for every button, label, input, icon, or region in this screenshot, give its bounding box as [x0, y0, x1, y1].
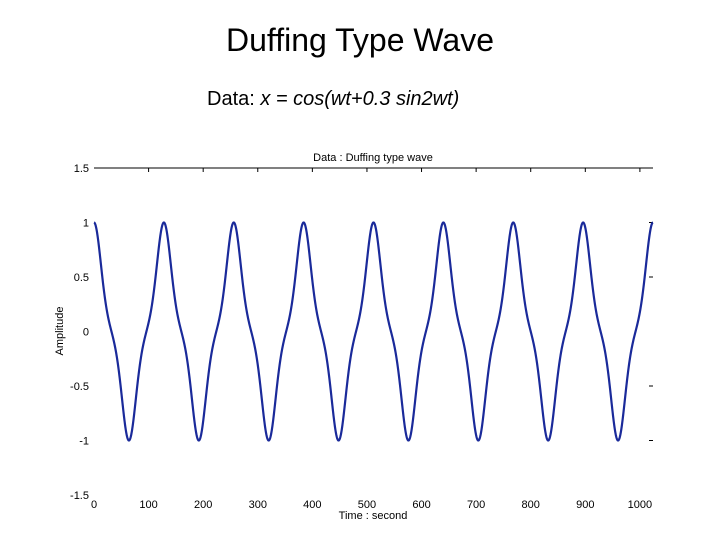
- y-tick-label: 0: [83, 327, 89, 339]
- subtitle-formula: x = cos(wt+0.3 sin2wt): [260, 88, 460, 110]
- x-tick-label: 0: [91, 499, 97, 511]
- subtitle-prefix: Data:: [207, 88, 261, 110]
- plot-title: Data : Duffing type wave: [313, 152, 433, 164]
- slide-subtitle: Data: x = cos(wt+0.3 sin2wt): [207, 88, 459, 111]
- y-tick-label: -1.5: [70, 490, 89, 502]
- x-axis-ticks: 0 100 200 300 400 500 600 700 800 900 1000: [91, 168, 652, 511]
- series-group: [93, 221, 654, 442]
- x-tick-label: 900: [576, 499, 594, 511]
- y-tick-label: 1.5: [74, 163, 89, 175]
- x-tick-label: 700: [467, 499, 485, 511]
- x-tick-label: 200: [194, 499, 212, 511]
- x-tick-label: 400: [303, 499, 321, 511]
- x-tick-label: 500: [358, 499, 376, 511]
- y-axis-label: Amplitude: [54, 307, 66, 356]
- series-line: [93, 221, 654, 442]
- y-tick-label: -1: [79, 436, 89, 448]
- x-tick-label: 600: [412, 499, 430, 511]
- x-tick-label: 1000: [628, 499, 652, 511]
- x-tick-label: 300: [249, 499, 267, 511]
- slide-title: Duffing Type Wave: [226, 22, 494, 58]
- y-tick-label: 0.5: [74, 272, 89, 284]
- y-tick-label: 1: [83, 218, 89, 230]
- x-tick-label: 800: [522, 499, 540, 511]
- x-tick-label: 100: [139, 499, 157, 511]
- y-tick-label: -0.5: [70, 381, 89, 393]
- x-axis-label: Time : second: [339, 510, 408, 522]
- y-axis-ticks: -1.5 -1 -0.5 0 0.5 1 1.5: [70, 163, 653, 502]
